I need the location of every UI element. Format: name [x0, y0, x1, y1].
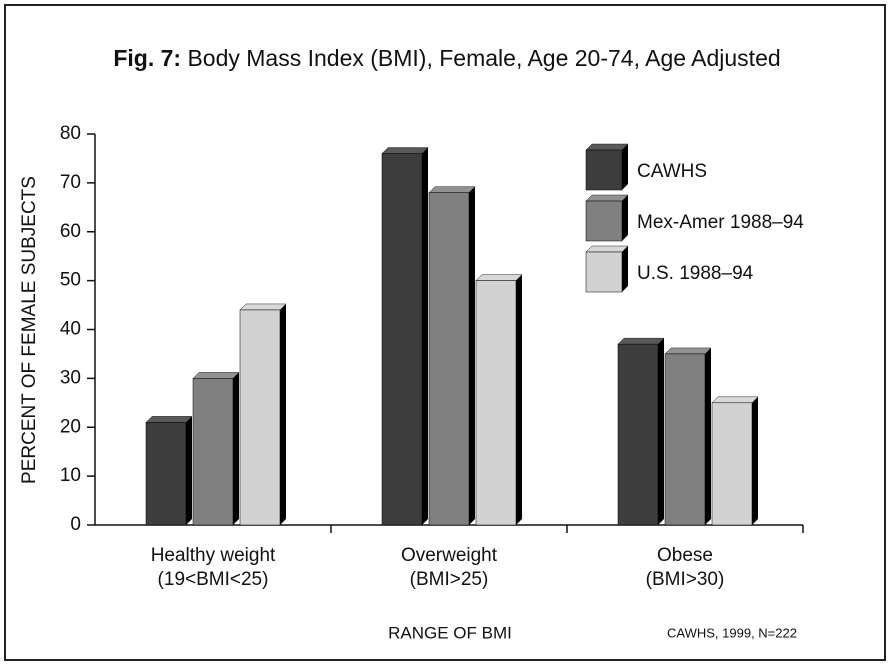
x-axis-label: RANGE OF BMI: [388, 623, 512, 642]
y-tick-label: 10: [60, 465, 81, 486]
legend-side: [622, 144, 628, 190]
bar-top: [239, 303, 287, 311]
bar: [664, 353, 706, 526]
bar-side: [186, 416, 192, 525]
bar-side: [516, 274, 522, 525]
bar: [239, 309, 281, 526]
bar-top: [192, 372, 240, 379]
bar-side: [469, 186, 475, 525]
chart-title: Fig. 7: Body Mass Index (BMI), Female, A…: [113, 45, 780, 71]
y-tick-label: 60: [60, 221, 81, 242]
y-tick-label: 80: [60, 123, 81, 144]
y-tick-label: 70: [60, 172, 81, 193]
bar-top: [428, 186, 476, 193]
bar-top: [617, 337, 665, 345]
legend-label: CAWHS: [637, 161, 707, 182]
y-axis-label: PERCENT OF FEMALE SUBJECTS: [19, 176, 40, 484]
legend-top: [585, 143, 629, 151]
legend-swatch: [585, 149, 623, 191]
bar-top: [711, 396, 759, 404]
legend-side: [622, 246, 628, 292]
source: CAWHS, 1999, N=222: [667, 625, 797, 640]
x-tick-note: (19<BMI<25): [158, 569, 269, 590]
x-tick-label: Healthy weight: [151, 545, 276, 566]
y-tick-label: 40: [60, 319, 81, 340]
y-tick-label: 20: [60, 416, 81, 437]
x-tick-note: (BMI>30): [646, 569, 725, 590]
bar-top: [664, 347, 712, 355]
legend-top: [585, 245, 629, 253]
bar: [145, 422, 187, 526]
bar-top: [145, 416, 193, 423]
bar-side: [752, 396, 758, 525]
bar-side: [705, 347, 711, 525]
x-tick-label: Overweight: [401, 545, 498, 566]
bar: [428, 192, 470, 526]
bar: [617, 343, 659, 526]
legend-side: [622, 195, 628, 241]
bar: [381, 153, 423, 526]
legend-swatch: [585, 200, 623, 242]
bar: [192, 378, 234, 526]
y-tick-label: 50: [60, 270, 81, 291]
x-tick-label: Obese: [657, 545, 713, 566]
bar-side: [658, 338, 664, 525]
x-tick-note: (BMI>25): [410, 569, 489, 590]
bar-top: [381, 147, 429, 154]
bar-side: [422, 147, 428, 526]
legend-top: [585, 194, 629, 202]
title-text: Body Mass Index (BMI), Female, Age 20-74…: [187, 45, 780, 71]
bar: [711, 402, 753, 526]
bar-side: [280, 303, 286, 525]
bar-side: [233, 372, 239, 525]
y-tick-label: 30: [60, 367, 81, 388]
figure-label: Fig. 7:: [113, 45, 181, 71]
legend-label: Mex-Amer 1988–94: [637, 212, 804, 233]
legend-swatch: [585, 251, 623, 293]
y-tick-label: 0: [70, 514, 81, 535]
legend-label: U.S. 1988–94: [637, 263, 754, 284]
bar: [475, 280, 517, 526]
bar-top: [475, 274, 523, 281]
